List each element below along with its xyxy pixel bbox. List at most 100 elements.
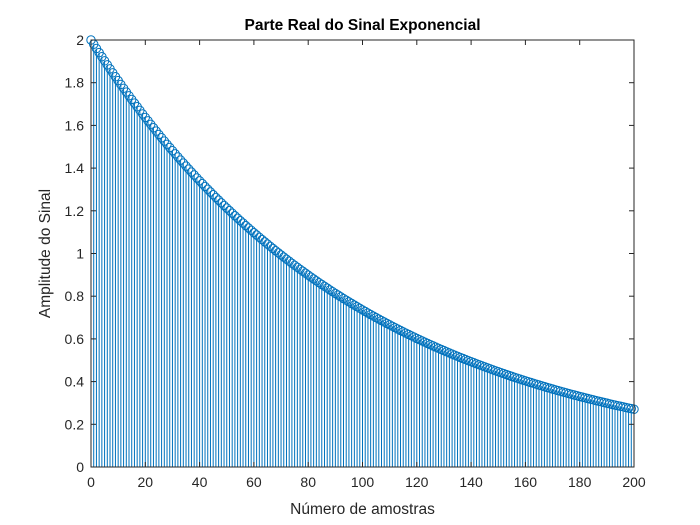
stem-marker [184, 164, 194, 174]
x-axis-ticks: 0 20 40 60 80 100 120 140 160 180 200 [87, 40, 646, 490]
stem-marker [159, 136, 170, 146]
x-tick-label: 160 [514, 474, 538, 490]
stem-marker [349, 300, 360, 310]
y-tick-label: 0.2 [65, 416, 85, 432]
stem-marker [249, 227, 259, 238]
stem-marker [227, 208, 237, 218]
x-axis-label: Número de amostras [290, 501, 435, 518]
stem-marker [322, 283, 332, 293]
stem-marker [341, 295, 351, 305]
stem-marker [360, 306, 370, 317]
y-tick-label: 1 [76, 246, 84, 262]
stem-marker [346, 298, 357, 309]
stem-marker [165, 142, 175, 153]
x-tick-label: 120 [405, 474, 429, 490]
stem-marker [211, 192, 221, 203]
stem-marker [200, 181, 210, 192]
chart-title: Parte Real do Sinal Exponencial [244, 17, 480, 34]
stem-markers [86, 35, 639, 414]
x-tick-label: 200 [622, 474, 646, 490]
stem-marker [232, 213, 243, 223]
stem-marker [241, 220, 251, 231]
y-tick-label: 0.4 [65, 374, 85, 390]
stem-marker [194, 176, 205, 186]
stem-marker [243, 223, 254, 233]
stem-marker [387, 321, 398, 331]
y-tick-label: 1.4 [65, 160, 85, 176]
stem-marker [146, 119, 156, 130]
stem-marker [379, 317, 389, 327]
x-tick-label: 0 [87, 474, 95, 490]
stem-marker [393, 324, 403, 334]
y-axis-label: Amplitude do Sinal [37, 189, 54, 318]
stem-marker [154, 129, 164, 140]
stem-marker [230, 210, 240, 221]
stem-marker [384, 320, 395, 330]
stem-marker [344, 297, 354, 307]
y-tick-label: 0.8 [65, 288, 85, 304]
stem-marker [246, 225, 256, 236]
x-tick-label: 20 [138, 474, 154, 490]
stem-marker [371, 312, 381, 323]
stem-marker [197, 178, 208, 189]
stem-marker [376, 315, 387, 326]
x-tick-label: 60 [246, 474, 262, 490]
y-axis-ticks: 0 0.2 0.4 0.6 0.8 1 1.2 1.4 1.6 1.8 2 [65, 32, 634, 475]
y-tick-label: 0 [76, 459, 84, 475]
stem-marker [352, 302, 362, 312]
stem-marker [186, 167, 197, 177]
stem-marker [254, 232, 265, 242]
stem-marker [390, 322, 400, 333]
stem-marker [363, 308, 373, 318]
y-tick-label: 0.6 [65, 331, 85, 347]
stem-marker [151, 126, 161, 136]
stem-marker [140, 112, 151, 123]
stem-marker [213, 195, 224, 205]
y-tick-label: 2 [76, 32, 84, 48]
stem-marker [224, 205, 235, 216]
stem-marker [181, 161, 191, 171]
stem-lines [90, 40, 635, 467]
stem-marker [357, 305, 368, 315]
stem-marker [203, 184, 213, 194]
x-tick-label: 100 [351, 474, 375, 490]
y-tick-label: 1.6 [65, 117, 85, 133]
stem-marker [189, 170, 199, 180]
stem-marker [338, 293, 349, 304]
x-tick-label: 80 [300, 474, 316, 490]
y-tick-label: 1.8 [65, 75, 85, 91]
stem-marker [208, 190, 218, 200]
stem-marker [333, 290, 343, 300]
stem-marker [327, 286, 338, 297]
stem-marker [192, 173, 202, 183]
stem-marker [222, 203, 232, 213]
stem-marker [336, 292, 346, 302]
stem-marker [251, 230, 262, 240]
y-tick-label: 1.2 [65, 203, 85, 219]
stem-marker [175, 155, 186, 165]
stem-marker [325, 285, 335, 295]
stem-marker [368, 311, 379, 321]
stem-marker [170, 149, 180, 159]
stem-marker [216, 198, 227, 208]
stem-marker [178, 158, 189, 168]
stem-marker [374, 314, 384, 324]
stem-marker [143, 116, 153, 126]
stem-marker [238, 218, 248, 228]
stem-marker [365, 309, 376, 320]
stem-marker [205, 187, 216, 197]
stem-marker [162, 139, 172, 149]
stem-marker [219, 200, 229, 211]
x-tick-label: 40 [192, 474, 208, 490]
stem-marker [156, 133, 167, 143]
stem-marker [355, 303, 365, 314]
stem-marker [167, 145, 178, 156]
stem-marker [148, 123, 159, 133]
stem-marker [330, 288, 341, 299]
x-tick-label: 180 [568, 474, 592, 490]
stem-marker [235, 215, 246, 226]
stem-marker [173, 152, 183, 162]
x-tick-label: 140 [459, 474, 483, 490]
